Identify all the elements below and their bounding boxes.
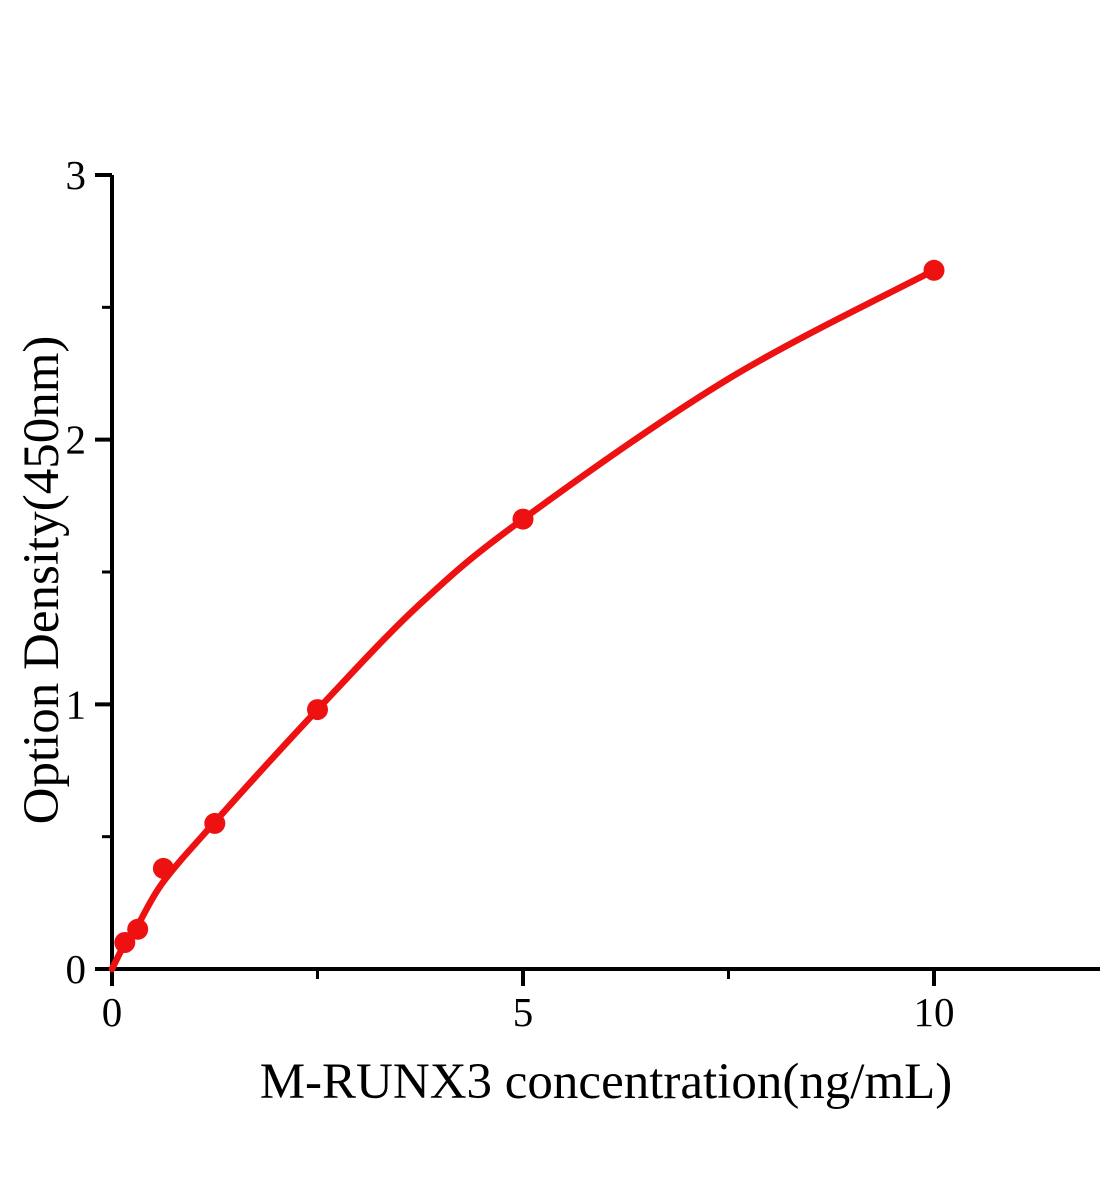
x-tick-label: 0 bbox=[102, 989, 123, 1035]
data-point bbox=[114, 932, 136, 953]
x-tick-label: 10 bbox=[914, 989, 955, 1035]
axes: 0 5 10 0 1 2 3 bbox=[66, 152, 1100, 1035]
data-point bbox=[152, 857, 174, 879]
data-point bbox=[307, 699, 328, 721]
x-tick-label: 5 bbox=[513, 989, 534, 1035]
y-tick-label: 2 bbox=[66, 417, 87, 463]
y-tick-label: 1 bbox=[66, 681, 87, 727]
data-point bbox=[923, 259, 945, 281]
data-point bbox=[512, 508, 534, 530]
fit-curve-line bbox=[108, 267, 938, 973]
y-axis-title: Option Density(450nm) bbox=[14, 336, 70, 825]
data-point bbox=[204, 812, 226, 834]
y-tick-label: 3 bbox=[66, 152, 87, 198]
data-point bbox=[127, 918, 149, 940]
x-axis-title: M-RUNX3 concentration(ng/mL) bbox=[260, 1054, 953, 1110]
data-series bbox=[108, 259, 945, 973]
y-tick-label: 0 bbox=[66, 946, 87, 992]
